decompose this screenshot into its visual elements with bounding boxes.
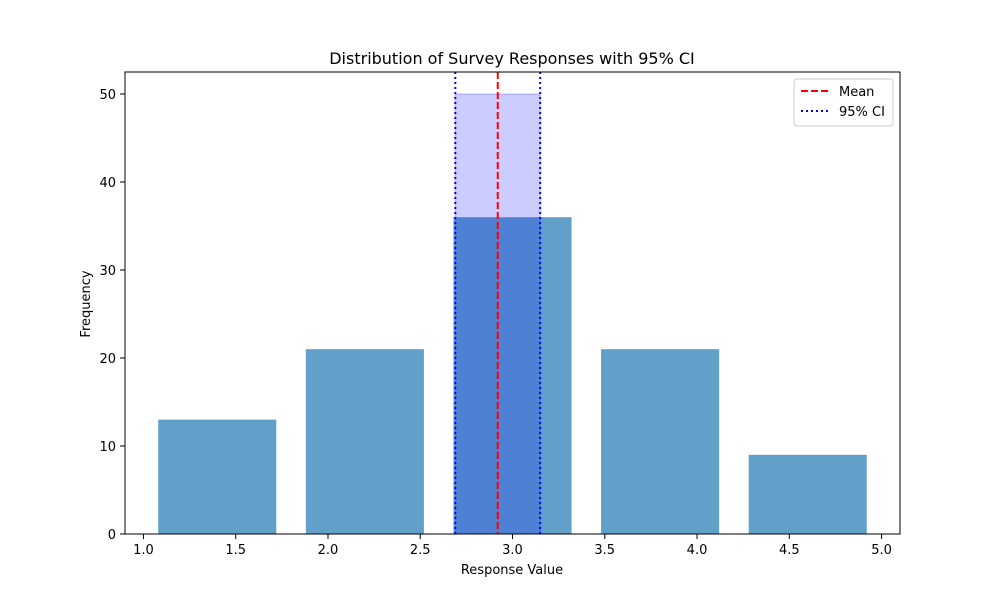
bar bbox=[601, 349, 720, 534]
x-tick-label: 3.0 bbox=[502, 543, 523, 558]
bar bbox=[305, 349, 424, 534]
x-tick-label: 2.5 bbox=[410, 543, 431, 558]
legend: Mean 95% CI bbox=[793, 78, 894, 127]
y-axis-label: Frequency bbox=[79, 270, 94, 337]
y-tick-label: 40 bbox=[99, 176, 116, 191]
x-tick-label: 4.0 bbox=[687, 543, 708, 558]
x-tick-label: 4.5 bbox=[779, 543, 800, 558]
x-tick-label: 2.0 bbox=[318, 543, 339, 558]
legend-label: 95% CI bbox=[839, 105, 885, 120]
x-tick-label: 1.0 bbox=[133, 543, 154, 558]
chart-title: Distribution of Survey Responses with 95… bbox=[329, 49, 695, 68]
x-tick-label: 5.0 bbox=[871, 543, 892, 558]
plot-area: 1.0 1.5 2.0 2.5 3.0 3.5 4.0 4.5 5.0 0 10 20 30 40 50 Me… bbox=[99, 71, 901, 558]
legend-label: Mean bbox=[839, 85, 874, 100]
y-tick-label: 30 bbox=[99, 264, 116, 279]
y-tick-label: 0 bbox=[108, 528, 116, 543]
legend-box bbox=[793, 78, 894, 127]
y-tick-label: 50 bbox=[99, 88, 116, 103]
bar bbox=[158, 419, 277, 534]
bar bbox=[748, 454, 867, 534]
bar bbox=[453, 217, 572, 534]
x-axis-label: Response Value bbox=[461, 563, 563, 578]
y-tick-label: 20 bbox=[99, 352, 116, 367]
x-tick-label: 3.5 bbox=[594, 543, 615, 558]
y-tick-label: 10 bbox=[99, 440, 116, 455]
x-tick-label: 1.5 bbox=[225, 543, 246, 558]
